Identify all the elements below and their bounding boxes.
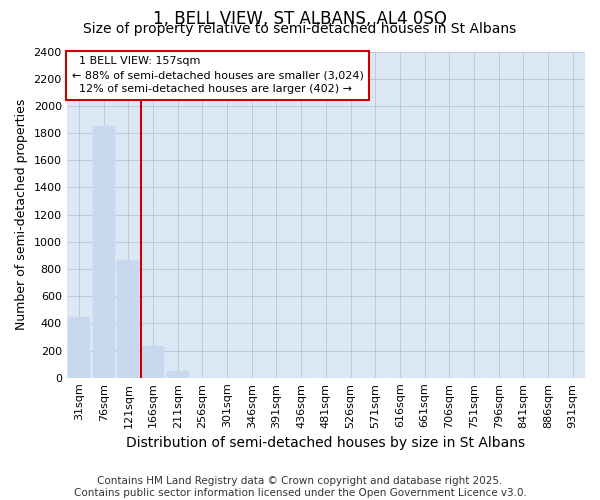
Text: 1 BELL VIEW: 157sqm  
← 88% of semi-detached houses are smaller (3,024)
  12% of: 1 BELL VIEW: 157sqm ← 88% of semi-detach… [72,56,364,94]
Bar [142,346,164,378]
Text: 1, BELL VIEW, ST ALBANS, AL4 0SQ: 1, BELL VIEW, ST ALBANS, AL4 0SQ [153,10,447,28]
Bar [117,260,139,378]
Y-axis label: Number of semi-detached properties: Number of semi-detached properties [15,99,28,330]
Text: Contains HM Land Registry data © Crown copyright and database right 2025.
Contai: Contains HM Land Registry data © Crown c… [74,476,526,498]
Bar [92,126,115,378]
Bar [68,316,90,378]
Bar [167,371,189,378]
Text: Size of property relative to semi-detached houses in St Albans: Size of property relative to semi-detach… [83,22,517,36]
X-axis label: Distribution of semi-detached houses by size in St Albans: Distribution of semi-detached houses by … [126,436,526,450]
